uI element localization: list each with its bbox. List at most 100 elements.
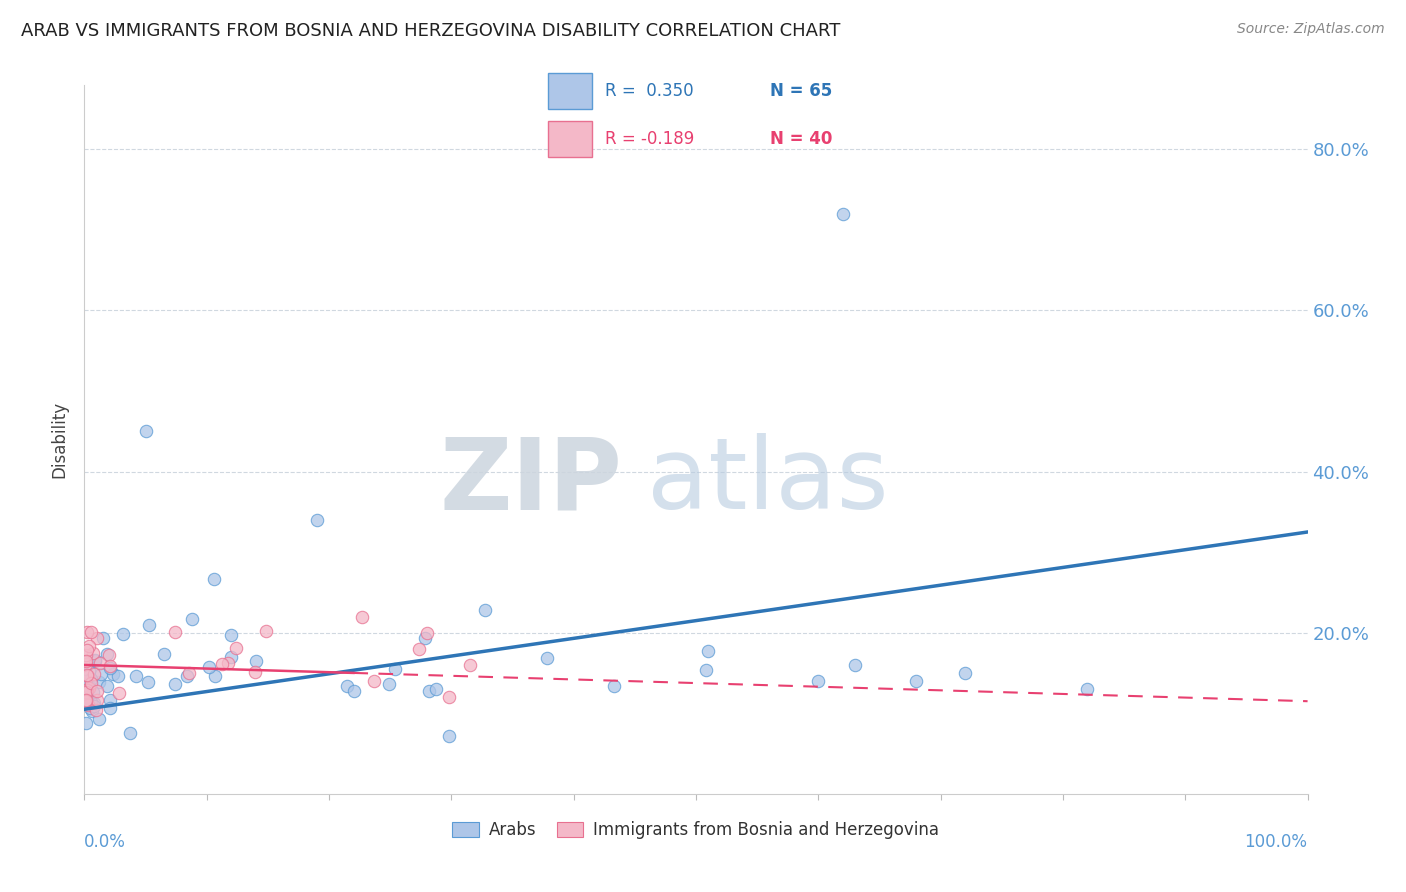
Point — [98, 659, 121, 673]
Point — [87, 675, 110, 690]
Point — [84, 654, 107, 668]
Point — [89, 656, 111, 670]
Point — [84, 703, 107, 717]
Point — [202, 572, 225, 586]
Point — [363, 674, 385, 689]
Point — [807, 674, 830, 689]
Point — [695, 664, 717, 678]
Text: N = 65: N = 65 — [770, 82, 832, 100]
Point — [75, 715, 97, 730]
Point — [90, 667, 112, 681]
Point — [79, 675, 101, 690]
Point — [197, 660, 219, 674]
Point — [75, 693, 97, 707]
Point — [384, 661, 406, 675]
Point — [75, 673, 97, 688]
Point — [350, 609, 373, 624]
Point — [76, 687, 98, 701]
Y-axis label: Disability: Disability — [51, 401, 69, 478]
Point — [176, 669, 198, 683]
Point — [75, 693, 97, 707]
Text: ARAB VS IMMIGRANTS FROM BOSNIA AND HERZEGOVINA DISABILITY CORRELATION CHART: ARAB VS IMMIGRANTS FROM BOSNIA AND HERZE… — [21, 22, 841, 40]
Point — [80, 624, 103, 639]
Point — [79, 700, 101, 714]
Point — [437, 690, 460, 705]
Point — [101, 667, 124, 681]
Text: Source: ZipAtlas.com: Source: ZipAtlas.com — [1237, 22, 1385, 37]
Point — [86, 684, 108, 698]
Point — [181, 612, 204, 626]
Point — [138, 618, 160, 632]
Point — [408, 641, 430, 656]
Point — [697, 643, 720, 657]
Point — [77, 669, 100, 683]
Point — [905, 674, 928, 689]
Point — [953, 665, 976, 680]
Point — [831, 207, 853, 221]
Point — [163, 624, 186, 639]
Point — [474, 602, 496, 616]
Point — [96, 679, 118, 693]
Point — [425, 681, 447, 696]
Point — [418, 684, 440, 698]
Point — [120, 725, 142, 739]
Point — [305, 513, 328, 527]
Point — [136, 674, 159, 689]
Point — [153, 647, 176, 661]
Point — [86, 693, 108, 707]
Point — [177, 665, 200, 680]
Point — [76, 668, 98, 682]
Point — [413, 631, 436, 645]
Point — [76, 642, 98, 657]
Point — [76, 690, 98, 704]
Point — [80, 695, 103, 709]
Point — [80, 673, 103, 687]
Text: ZIP: ZIP — [440, 434, 623, 531]
Text: R = -0.189: R = -0.189 — [605, 130, 695, 148]
Point — [437, 729, 460, 743]
Text: 0.0%: 0.0% — [84, 833, 127, 851]
Point — [225, 641, 247, 656]
Point — [82, 646, 104, 660]
Point — [75, 654, 97, 668]
Point — [378, 677, 401, 691]
Point — [343, 684, 366, 698]
Text: 100.0%: 100.0% — [1244, 833, 1308, 851]
Point — [75, 657, 97, 671]
Point — [98, 701, 121, 715]
Point — [75, 694, 97, 708]
Point — [254, 624, 277, 638]
Point — [111, 627, 134, 641]
Point — [76, 625, 98, 640]
Point — [87, 712, 110, 726]
Text: R =  0.350: R = 0.350 — [605, 82, 693, 100]
Point — [98, 660, 121, 674]
Point — [86, 632, 108, 646]
Point — [458, 657, 481, 672]
Point — [204, 669, 226, 683]
Point — [83, 652, 105, 666]
Point — [416, 625, 439, 640]
Point — [1076, 682, 1098, 697]
FancyBboxPatch shape — [548, 73, 592, 109]
Point — [82, 684, 104, 698]
Point — [83, 698, 105, 713]
Point — [91, 632, 114, 646]
Point — [75, 678, 97, 692]
Point — [217, 656, 239, 670]
Point — [77, 681, 100, 696]
Point — [98, 648, 121, 662]
Point — [245, 654, 267, 668]
Point — [83, 667, 105, 681]
Point — [77, 677, 100, 691]
Point — [135, 424, 157, 438]
Text: atlas: atlas — [647, 434, 889, 531]
Point — [79, 665, 101, 679]
Point — [76, 682, 98, 697]
FancyBboxPatch shape — [548, 121, 592, 157]
Point — [536, 651, 558, 665]
Point — [75, 685, 97, 699]
Point — [98, 693, 121, 707]
Point — [107, 686, 129, 700]
Point — [83, 696, 105, 710]
